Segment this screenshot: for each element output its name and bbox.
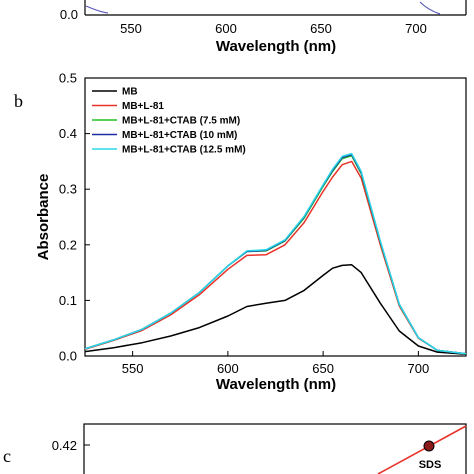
- panel-b-label: b: [14, 91, 23, 111]
- x-tick-label: 650: [312, 361, 334, 376]
- x-tick-label: 600: [217, 361, 239, 376]
- panel-c-fit-line: [377, 425, 467, 474]
- panel-a-x-tick-700: 700: [405, 21, 427, 36]
- series-line-0: [84, 264, 467, 356]
- panel-b-ticks: 0.0 0.1 0.2 0.3 0.4 0.5 550 600 650 700: [59, 71, 429, 377]
- panel-b-y-label: Absorbance: [35, 174, 52, 261]
- panel-a-curve-right: [419, 1, 441, 15]
- series-line-4: [84, 152, 467, 355]
- y-tick-label: 0.4: [59, 126, 77, 141]
- y-tick-label: 0.0: [59, 349, 77, 364]
- panel-c-sds-label: SDS: [419, 459, 442, 471]
- x-tick-label: 700: [408, 361, 430, 376]
- y-tick-label: 0.2: [59, 237, 77, 252]
- legend-label: MB: [122, 87, 138, 98]
- panel-a-x-tick-650: 650: [310, 21, 332, 36]
- y-tick-label: 0.1: [59, 293, 77, 308]
- panel-a-x-label: Wavelength (nm): [216, 38, 336, 55]
- panel-c: c 0.42 SDS: [3, 423, 467, 474]
- legend-label: MB+L-81+CTAB (10 mM): [122, 130, 237, 141]
- series-line-2: [84, 155, 467, 355]
- panel-c-y-tick: 0.42: [52, 438, 77, 453]
- panel-c-label: c: [3, 446, 11, 466]
- panel-a-x-tick-550: 550: [120, 21, 142, 36]
- x-tick-label: 550: [122, 361, 144, 376]
- panel-a: 0.0 550 600 650 700 Wavelength (nm): [60, 0, 467, 55]
- legend-label: MB+L-81: [122, 101, 164, 112]
- panel-b-lines: [84, 152, 467, 356]
- panel-a-y-tick: 0.0: [60, 7, 78, 22]
- panel-b-legend: MB MB+L-81 MB+L-81+CTAB (7.5 mM) MB+L-81+CT…: [92, 87, 246, 156]
- panel-a-curve-left: [85, 5, 109, 14]
- panel-a-x-tick-600: 600: [215, 21, 237, 36]
- y-tick-label: 0.3: [59, 182, 77, 197]
- panel-b-plot-frame: [84, 77, 467, 357]
- y-tick-label: 0.5: [59, 71, 77, 86]
- legend-label: MB+L-81+CTAB (7.5 mM): [122, 116, 240, 127]
- series-line-3: [84, 153, 467, 355]
- panel-b: b 0.0 0.1 0.2 0.3 0.4 0.5 550 600 650 700 MB MB+L-…: [14, 71, 467, 393]
- panel-c-plot-frame: [83, 423, 467, 474]
- panel-b-x-label: Wavelength (nm): [216, 376, 336, 393]
- legend-label: MB+L-81+CTAB (12.5 mM): [122, 145, 246, 156]
- panel-c-sds-point: [423, 440, 435, 452]
- series-line-1: [84, 160, 467, 355]
